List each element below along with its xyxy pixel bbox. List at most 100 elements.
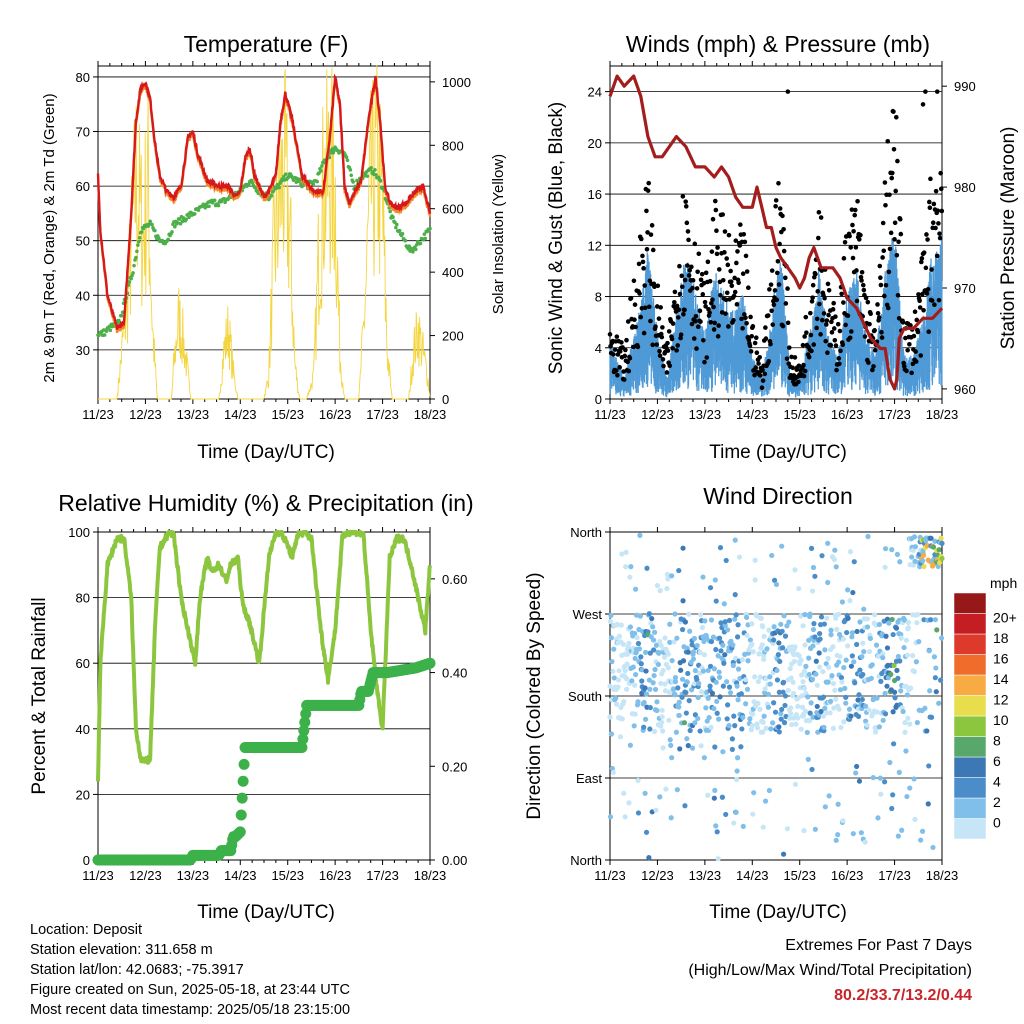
- precipitation-point: [234, 826, 246, 838]
- gust-point: [856, 237, 862, 242]
- gust-point: [768, 282, 774, 287]
- wind-direction-point: [839, 679, 845, 685]
- gust-point: [715, 245, 720, 250]
- rh-x-tick-label: 11/23: [82, 868, 114, 883]
- gust-point: [763, 336, 769, 341]
- gust-point: [708, 319, 714, 325]
- wind-direction-point: [928, 617, 934, 623]
- wind-direction-point: [830, 725, 836, 731]
- gust-point: [895, 292, 901, 298]
- wind-direction-point: [760, 719, 766, 725]
- wind-direction-point: [623, 564, 629, 570]
- wind-direction-point: [810, 626, 817, 633]
- wind-direction-point: [664, 571, 670, 578]
- wind-direction-point: [752, 557, 758, 563]
- wind-direction-point: [895, 675, 901, 681]
- wind-direction-point: [876, 724, 882, 730]
- colorbar-swatch: [953, 633, 987, 655]
- gust-point: [659, 334, 665, 340]
- temperature-x-tick-label: 16/23: [319, 407, 352, 422]
- wind-direction-point: [847, 598, 853, 604]
- gust-point: [696, 251, 702, 257]
- wind-direction-point: [616, 633, 623, 639]
- dewpoint-point: [348, 168, 353, 172]
- gust-point: [808, 310, 813, 316]
- wind-direction-point: [936, 700, 942, 706]
- gust-point: [847, 233, 852, 239]
- gust-point: [905, 347, 910, 353]
- gust-point: [666, 329, 672, 334]
- colorbar-label: 16: [993, 651, 1009, 667]
- wind-direction-point: [686, 611, 692, 617]
- wind-direction-point: [890, 709, 896, 715]
- wind-direction-point: [939, 540, 945, 546]
- wind-direction-point: [825, 655, 831, 662]
- dewpoint-point: [196, 208, 201, 212]
- wind-direction-point: [675, 685, 681, 691]
- wind-direction-point: [646, 855, 652, 861]
- wind-direction-point: [740, 714, 746, 721]
- gust-point: [862, 334, 868, 339]
- gust-point: [698, 277, 704, 283]
- wind-direction-point: [676, 567, 682, 574]
- gust-point: [879, 335, 885, 340]
- wind-direction-point: [738, 744, 744, 750]
- dewpoint-point: [411, 250, 415, 254]
- gust-point: [735, 249, 740, 254]
- gust-point: [681, 311, 686, 317]
- dewpoint-point: [184, 217, 189, 222]
- gust-point: [808, 332, 814, 338]
- wind-direction-point: [839, 599, 846, 605]
- colorbar-label: 2: [993, 794, 1001, 810]
- wind-direction-point: [820, 694, 827, 700]
- gust-point: [733, 238, 739, 243]
- wind-direction-point: [804, 729, 810, 736]
- precipitation-point: [238, 758, 250, 770]
- wind-direction-point: [909, 653, 916, 659]
- winds-y-tick-label: 24: [588, 85, 602, 100]
- precipitation-point: [299, 716, 311, 728]
- wind-direction-point: [679, 626, 686, 633]
- gust-point: [617, 365, 622, 370]
- wind-direction-point: [779, 706, 785, 713]
- gust-point: [882, 293, 887, 299]
- temperature-x-tick-label: 11/23: [82, 407, 114, 422]
- wind-direction-point: [622, 814, 628, 820]
- dewpoint-point: [391, 215, 395, 220]
- wind-direction-point: [685, 649, 691, 655]
- gust-point: [748, 314, 753, 320]
- wind-direction-point: [707, 663, 714, 669]
- gust-point: [939, 208, 945, 214]
- wind-direction-point: [771, 700, 777, 706]
- wind-direction-point: [687, 727, 693, 734]
- gust-point: [615, 372, 620, 378]
- rh-y2-tick-label: 0.00: [442, 853, 467, 868]
- wind-direction-title: Wind Direction: [703, 483, 853, 509]
- gust-point: [670, 345, 675, 351]
- wind-direction-point: [821, 724, 827, 730]
- gust-point: [747, 343, 753, 349]
- dewpoint-point: [428, 226, 432, 231]
- gust-point: [914, 317, 920, 323]
- dewpoint-point: [192, 212, 197, 216]
- gust-point: [650, 247, 656, 253]
- wind-direction-point: [633, 586, 639, 592]
- wind-direction-point: [889, 616, 895, 623]
- gust-point: [757, 373, 763, 378]
- wind-direction-point: [750, 711, 756, 717]
- wind-direction-point: [734, 768, 740, 774]
- dewpoint-point: [127, 280, 132, 284]
- wind-direction-point: [711, 795, 717, 801]
- temperature-ylabel: 2m & 9m T (Red, Orange) & 2m Td (Green): [41, 93, 58, 382]
- wind-direction-point: [657, 639, 663, 645]
- gust-point: [769, 268, 775, 273]
- wind-direction-point: [663, 786, 669, 792]
- precipitation-point: [300, 708, 312, 720]
- gust-point: [806, 354, 812, 360]
- rh-x-tick-label: 13/23: [177, 868, 210, 883]
- wind-direction-ylabel: Direction (Colored By Speed): [524, 572, 545, 819]
- wind-direction-point: [845, 587, 851, 593]
- gust-point: [660, 325, 665, 330]
- temperature-y2-tick-label: 800: [442, 138, 464, 153]
- gust-point: [780, 213, 785, 219]
